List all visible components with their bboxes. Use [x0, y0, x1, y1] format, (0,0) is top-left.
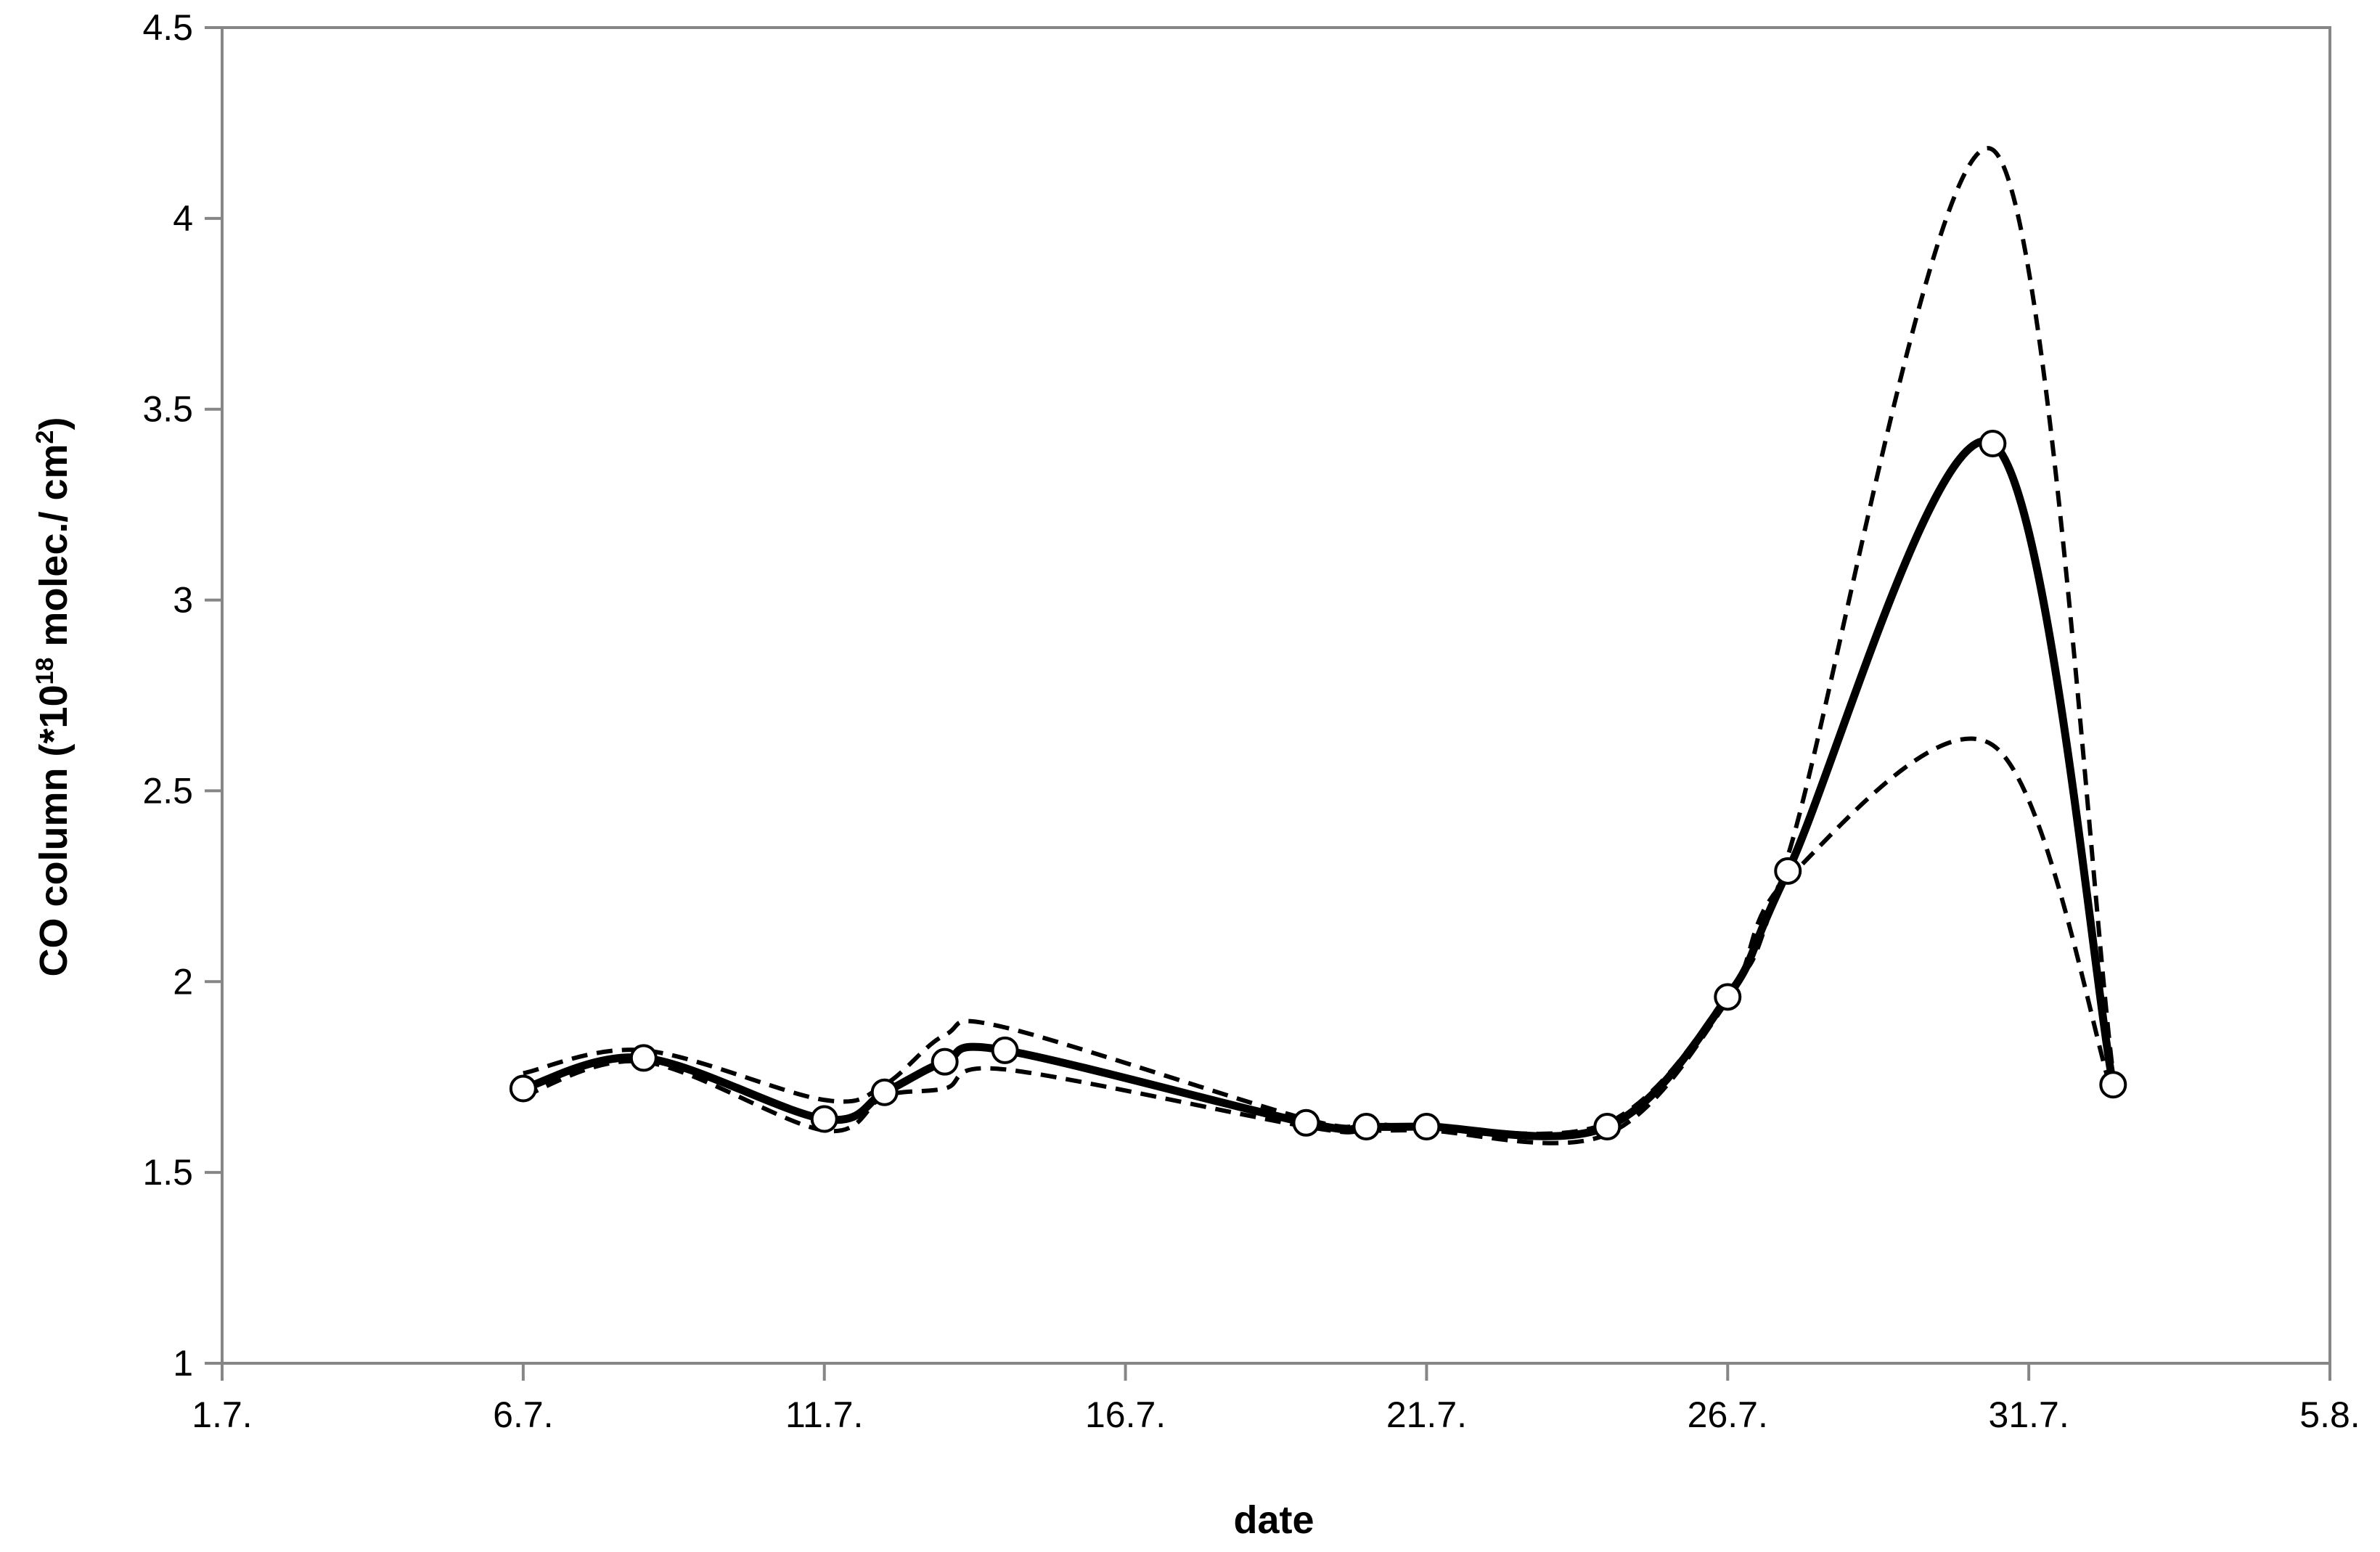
data-point-marker [2099, 1071, 2127, 1099]
data-point-marker [629, 1044, 658, 1072]
data-point-marker [1774, 857, 1802, 885]
series-line-upper-bound [523, 146, 2116, 1136]
y-tick-label: 4 [173, 198, 193, 239]
y-tick-label: 3.5 [142, 389, 193, 430]
data-point-marker [1593, 1113, 1622, 1141]
x-tick-label: 21.7. [1386, 1394, 1467, 1435]
data-point-marker [1412, 1113, 1441, 1141]
series-line-main [522, 437, 2117, 1140]
y-tick-label: 2.5 [142, 770, 193, 811]
series-line-lower-bound [522, 736, 2116, 1145]
data-point-marker [1714, 983, 1742, 1011]
data-point-marker [509, 1074, 537, 1103]
axes [205, 26, 2331, 1381]
x-tick-label: 16.7. [1085, 1394, 1166, 1435]
y-tick-label: 4.5 [142, 7, 193, 48]
y-axis-title: CO column (*1018 molec./ cm2) [31, 417, 75, 977]
data-point-marker [991, 1036, 1019, 1064]
data-point-marker [1352, 1113, 1381, 1141]
y-tick-label: 2 [173, 961, 193, 1002]
data-point-marker [870, 1078, 899, 1106]
x-tick-label: 6.7. [493, 1394, 553, 1435]
x-tick-label: 26.7. [1688, 1394, 1768, 1435]
x-axis-title: date [1233, 1498, 1314, 1542]
data-point-marker [931, 1047, 959, 1076]
data-point-marker [1292, 1108, 1320, 1137]
data-point-marker [810, 1105, 838, 1133]
series-layer [522, 146, 2117, 1145]
plot-area-border [221, 26, 2331, 1365]
x-tick-label: 31.7. [1989, 1394, 2069, 1435]
x-tick-label: 1.7. [192, 1394, 252, 1435]
x-tick-label: 5.8. [2299, 1394, 2360, 1435]
y-tick-label: 3 [173, 580, 193, 621]
x-tick-label: 11.7. [785, 1394, 864, 1435]
tick-labels: 1 1.5 2 2.5 3 3.5 4 4.5 1.7. 6.7. 11.7. 16.7. 21.7. 2… [142, 7, 2360, 1435]
y-tick-label: 1 [173, 1343, 193, 1384]
y-tick-label: 1.5 [142, 1152, 193, 1193]
data-point-marker [1979, 430, 2007, 458]
marker-layer [509, 430, 2127, 1141]
